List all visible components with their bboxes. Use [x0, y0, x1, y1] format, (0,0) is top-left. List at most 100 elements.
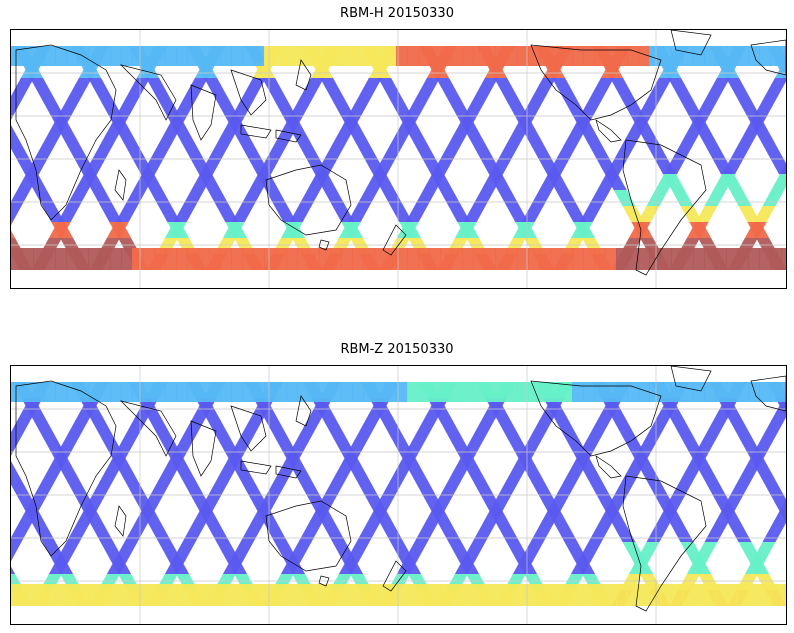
swath-segment — [216, 206, 239, 222]
swath-segment — [275, 126, 298, 142]
north-band-cell — [176, 46, 188, 66]
swath-segment — [280, 222, 303, 238]
swath-segment — [512, 222, 535, 238]
south-band-cell — [363, 584, 375, 606]
south-band-cell — [198, 248, 210, 270]
swath-segment — [324, 142, 347, 158]
coastline-path — [119, 64, 177, 121]
swath-segment — [48, 222, 71, 238]
swath-segment — [240, 190, 263, 206]
swath-segment — [623, 462, 646, 478]
swath-segment — [11, 206, 22, 222]
swath-segment — [739, 462, 762, 478]
swath-segment — [66, 190, 89, 206]
south-band-cell — [253, 584, 265, 606]
north-band-cell — [539, 46, 551, 66]
south-band-cell — [605, 584, 617, 606]
swath-segment — [449, 462, 472, 478]
north-band-cell — [495, 382, 507, 402]
swath-segment — [655, 174, 678, 190]
south-band-cell — [737, 248, 749, 270]
north-band-cell — [726, 46, 738, 66]
north-band-cell — [110, 382, 122, 402]
swath-segment — [297, 478, 320, 494]
north-band-cell — [726, 382, 738, 402]
swath-segment — [158, 206, 181, 222]
north-band-cell — [275, 46, 287, 66]
swath-segment — [70, 78, 92, 94]
coastline-path — [318, 239, 330, 251]
swath-segment — [730, 142, 753, 158]
south-band-cell — [462, 584, 474, 606]
swath-segment — [592, 78, 614, 94]
swath-segment — [356, 526, 379, 542]
swath-segment — [316, 494, 338, 510]
north-band-cell — [627, 382, 639, 402]
coastlines — [15, 30, 786, 276]
north-band-cell — [275, 382, 287, 402]
swath-segment — [641, 430, 664, 446]
south-band-cell — [231, 584, 243, 606]
south-band-cell — [209, 248, 221, 270]
swath-segment — [323, 526, 346, 542]
swath-segment — [164, 558, 187, 574]
swath-segment — [328, 430, 351, 446]
south-band-cell — [44, 584, 56, 606]
swath-segment — [146, 78, 168, 94]
swath-segment — [177, 94, 200, 110]
south-band-cell — [627, 248, 639, 270]
north-band-cell — [770, 382, 782, 402]
south-band-cell — [319, 584, 331, 606]
swath-segment — [490, 158, 512, 174]
swath-segment — [11, 558, 13, 562]
swath-segment — [342, 110, 365, 126]
swath-segment — [565, 462, 588, 478]
south-band-cell — [220, 248, 232, 270]
south-band-cell — [22, 248, 34, 270]
swath-segment — [521, 542, 544, 558]
swath-segment — [467, 430, 490, 446]
swath-segment — [771, 174, 786, 190]
south-band-cell — [473, 584, 485, 606]
coastline-path — [750, 39, 786, 76]
swath-segment — [249, 510, 272, 526]
swath-segment — [182, 526, 205, 542]
swath-segment — [217, 126, 240, 142]
swath-segment — [622, 542, 645, 558]
swath-segment — [761, 478, 784, 494]
south-band-cell — [495, 248, 507, 270]
swath-segment — [458, 446, 481, 462]
swath-segment — [681, 462, 704, 478]
coastline-path — [114, 505, 127, 537]
swath-segment — [680, 542, 703, 558]
north-band-cell — [33, 46, 45, 66]
swath-segment — [391, 126, 414, 142]
north-band-cell — [143, 382, 155, 402]
swath-segment — [726, 414, 748, 430]
swath-segment — [316, 158, 338, 174]
north-band-cell — [528, 382, 540, 402]
swath-segment — [570, 558, 593, 574]
swath-segment — [11, 125, 12, 126]
swath-segment — [471, 478, 494, 494]
swath-segment — [360, 414, 382, 430]
south-band-cell — [737, 584, 749, 606]
north-band-cell — [638, 46, 650, 66]
north-band-cell — [198, 382, 210, 402]
north-band-cell — [418, 46, 430, 66]
south-band-cell — [385, 584, 397, 606]
swath-segment — [328, 94, 351, 110]
swath-segment — [405, 542, 428, 558]
swath-segment — [159, 462, 182, 478]
swath-segment — [440, 142, 463, 158]
swath-segment — [481, 510, 504, 526]
north-band-cell — [374, 382, 386, 402]
swath-segment — [507, 462, 530, 478]
north-band-cell — [594, 46, 606, 66]
north-band-cell — [11, 382, 23, 402]
north-band-cell — [308, 382, 320, 402]
swath-segment — [579, 206, 602, 222]
swath-segment — [11, 478, 30, 494]
swath-segment — [418, 414, 440, 430]
south-band-cell — [352, 248, 364, 270]
